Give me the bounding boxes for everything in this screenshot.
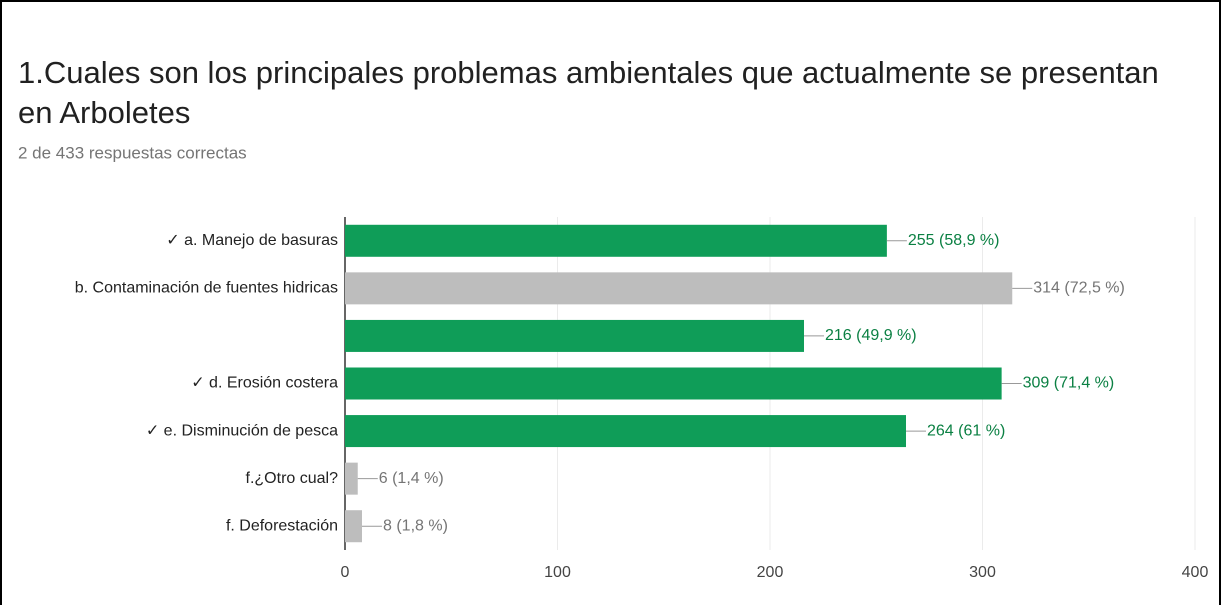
value-label: 8 (1,8 %) [383, 517, 448, 534]
y-tick-label: ✓ d. Erosión costera [191, 375, 338, 392]
bar [345, 224, 887, 257]
x-tick-label: 100 [544, 564, 571, 581]
y-tick-label: f. Deforestación [226, 517, 338, 534]
chart-title: 1.Cuales son los principales problemas a… [18, 55, 1159, 130]
bar [345, 462, 358, 495]
value-label: 6 (1,4 %) [379, 470, 444, 487]
x-tick-label: 0 [341, 564, 350, 581]
x-tick-label: 300 [969, 564, 996, 581]
value-label: 314 (72,5 %) [1033, 280, 1125, 297]
bar [345, 272, 1013, 305]
bar [345, 367, 1002, 400]
chart-subtitle: 2 de 433 respuestas correctas [18, 143, 247, 162]
y-tick-label: f.¿Otro cual? [246, 470, 339, 487]
bar [345, 415, 906, 448]
x-tick-label: 200 [757, 564, 784, 581]
value-label: 264 (61 %) [927, 422, 1005, 439]
y-tick-label: ✓ e. Disminución de pesca [146, 422, 338, 439]
value-label: 309 (71,4 %) [1023, 375, 1115, 392]
y-tick-label: b. Contaminación de fuentes hidricas [75, 280, 338, 297]
bar [345, 319, 804, 352]
y-tick-label: ✓ a. Manejo de basuras [166, 232, 338, 249]
value-label: 216 (49,9 %) [825, 327, 917, 344]
x-tick-label: 400 [1182, 564, 1209, 581]
bar [345, 510, 362, 543]
value-label: 255 (58,9 %) [908, 232, 1000, 249]
